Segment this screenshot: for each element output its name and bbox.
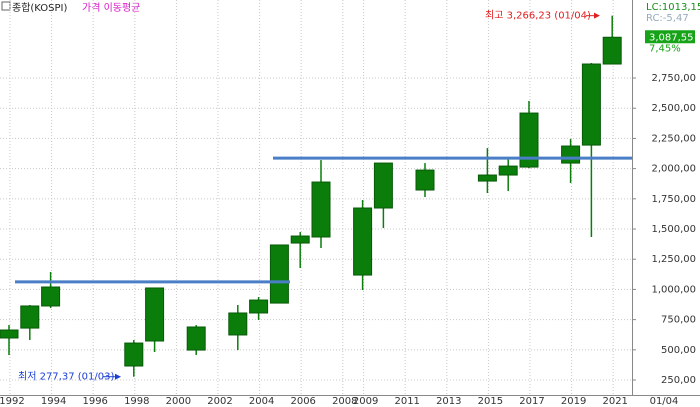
candle-body — [0, 329, 19, 339]
candle-body — [498, 165, 518, 176]
x-tick-label: 2021 — [602, 396, 627, 407]
x-tick-label: 1998 — [124, 396, 149, 407]
x-tick-label: 2013 — [436, 396, 461, 407]
high-arrowhead — [594, 12, 600, 19]
current-price-label: 3,087,55 — [649, 32, 694, 43]
x-tick-label: 2008 — [332, 396, 357, 407]
x-tick-label: 2017 — [519, 396, 544, 407]
x-tick-label: 2019 — [561, 396, 586, 407]
candle-body — [124, 342, 144, 367]
y-tick-label: 2,500,00 — [651, 103, 696, 114]
last-date-label: 01/04 — [650, 396, 679, 407]
y-tick-label: 2,000,00 — [651, 164, 696, 175]
legend-box — [1, 1, 11, 11]
candle-body — [249, 299, 269, 314]
candle-body — [602, 36, 622, 65]
x-tick-label: 2000 — [166, 396, 191, 407]
candle-body — [561, 145, 581, 164]
x-tick-label: 2015 — [478, 396, 503, 407]
x-tick-label: 2009 — [353, 396, 378, 407]
high-note: 최고 3,266,23 (01/04) — [485, 10, 591, 22]
candle-body — [41, 286, 61, 307]
y-tick-label: 1,750,00 — [651, 194, 696, 205]
current-price-box — [645, 30, 695, 44]
y-tick-label: 750,00 — [661, 315, 696, 326]
candle-body — [269, 244, 289, 304]
candle-body — [519, 112, 539, 168]
candle-body — [477, 174, 497, 182]
y-tick-label: 500,00 — [661, 345, 696, 356]
candle-body — [311, 181, 331, 238]
lc-label: LC:1013,15 — [646, 2, 700, 13]
x-tick-label: 1992 — [0, 396, 25, 407]
candle-body — [186, 326, 206, 351]
y-tick-label: 2,250,00 — [651, 133, 696, 144]
symbol-label: 종합(KOSPI) — [12, 2, 68, 14]
x-tick-label: 2006 — [290, 396, 315, 407]
indicator-label: 가격 이동평균 — [82, 1, 140, 14]
candle-body — [353, 207, 373, 276]
y-tick-label: 250,00 — [661, 375, 696, 386]
x-tick-label: 2002 — [207, 396, 232, 407]
candle-body — [373, 162, 393, 209]
x-tick-label: 2004 — [249, 396, 274, 407]
y-tick-label: 2,750,00 — [651, 73, 696, 84]
candle-body — [20, 305, 40, 329]
y-tick-label: 1,000,00 — [651, 284, 696, 295]
low-arrowhead — [115, 373, 121, 380]
candle-body — [415, 169, 435, 191]
change-label: 7,45% — [649, 43, 681, 54]
candle-body — [145, 287, 165, 342]
y-tick-label: 1,250,00 — [651, 254, 696, 265]
candle-body — [228, 312, 248, 336]
x-tick-label: 1996 — [82, 396, 107, 407]
y-tick-label: 1,500,00 — [651, 224, 696, 235]
x-tick-label: 2011 — [394, 396, 419, 407]
candle-body — [581, 63, 601, 146]
low-note: 최저 277,37 (01/03) — [18, 371, 114, 383]
x-tick-label: 1994 — [41, 396, 66, 407]
candle-body — [290, 235, 310, 244]
rc-label: RC:-5,47 — [646, 13, 689, 24]
